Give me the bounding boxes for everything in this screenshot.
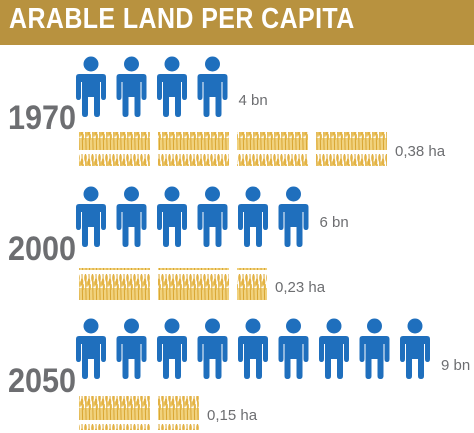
wheat-field-icon (79, 132, 150, 166)
land-label: 0,15 ha (207, 407, 258, 424)
wheat-field-icon (158, 396, 199, 430)
page-title: ARABLE LAND PER CAPITA (9, 3, 355, 35)
person-icon (319, 318, 349, 379)
year-label: 1970 (8, 99, 76, 137)
wheat-field-icon (158, 268, 229, 302)
person-icon (197, 186, 228, 247)
person-icon (157, 56, 187, 117)
person-icon (197, 318, 228, 379)
person-icon (359, 318, 390, 379)
wheat-field-icon (79, 268, 150, 302)
person-icon (238, 186, 268, 247)
person-icon (238, 318, 268, 379)
person-icon (76, 56, 106, 117)
population-label: 4 bn (239, 92, 268, 109)
person-icon (157, 186, 187, 247)
wheat-field-icon (237, 132, 308, 166)
year-label: 2000 (8, 230, 76, 268)
title-banner: ARABLE LAND PER CAPITA (0, 0, 474, 45)
population-label: 6 bn (320, 214, 349, 231)
wheat-field-icon (79, 396, 150, 430)
year-label: 2050 (8, 362, 76, 400)
person-icon (116, 56, 147, 117)
wheat-field-icon (237, 268, 267, 302)
person-icon (76, 186, 106, 247)
person-icon (76, 318, 106, 379)
person-icon (278, 186, 309, 247)
person-icon (116, 186, 147, 247)
row-2000: 2000 6 bn 0,23 ha (8, 186, 349, 302)
row-2050: 2050 9 bn 0,15 ha (8, 318, 470, 430)
land-label: 0,23 ha (275, 279, 326, 296)
wheat-field-icon (158, 132, 229, 166)
person-icon (197, 56, 228, 117)
person-icon (278, 318, 309, 379)
person-icon (116, 318, 147, 379)
land-label: 0,38 ha (395, 143, 446, 160)
person-icon (400, 318, 430, 379)
row-1970: 1970 4 bn 0,38 ha (8, 56, 446, 166)
wheat-field-icon (316, 132, 387, 166)
population-label: 9 bn (441, 357, 470, 374)
person-icon (157, 318, 187, 379)
